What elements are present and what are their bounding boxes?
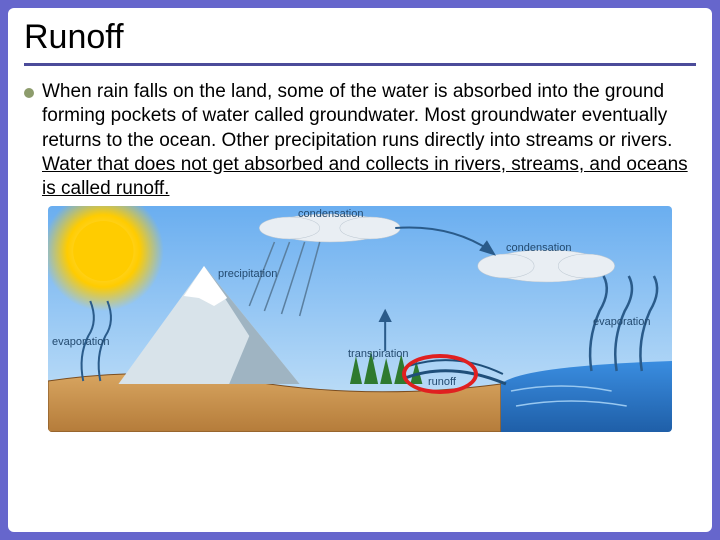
- cloud-right: [478, 250, 615, 282]
- bullet-icon: [24, 88, 34, 98]
- diagram-svg: [48, 206, 672, 432]
- runoff-highlight-ring: [402, 354, 478, 394]
- water-cycle-diagram: condensation condensation precipitation …: [48, 206, 672, 432]
- label-transpiration: transpiration: [348, 348, 409, 360]
- label-evaporation-left: evaporation: [52, 336, 110, 348]
- slide: Runoff When rain falls on the land, some…: [8, 8, 712, 532]
- body-underlined: Water that does not get absorbed and col…: [42, 154, 688, 199]
- content-area: When rain falls on the land, some of the…: [8, 66, 712, 202]
- body-text: When rain falls on the land, some of the…: [42, 80, 688, 202]
- body-plain: When rain falls on the land, some of the…: [42, 81, 672, 151]
- sun-core: [73, 221, 133, 281]
- label-condensation-right: condensation: [506, 242, 571, 254]
- slide-title: Runoff: [8, 8, 712, 59]
- label-condensation-top: condensation: [298, 208, 363, 220]
- label-evaporation-right: evaporation: [593, 316, 651, 328]
- label-precipitation: precipitation: [218, 268, 277, 280]
